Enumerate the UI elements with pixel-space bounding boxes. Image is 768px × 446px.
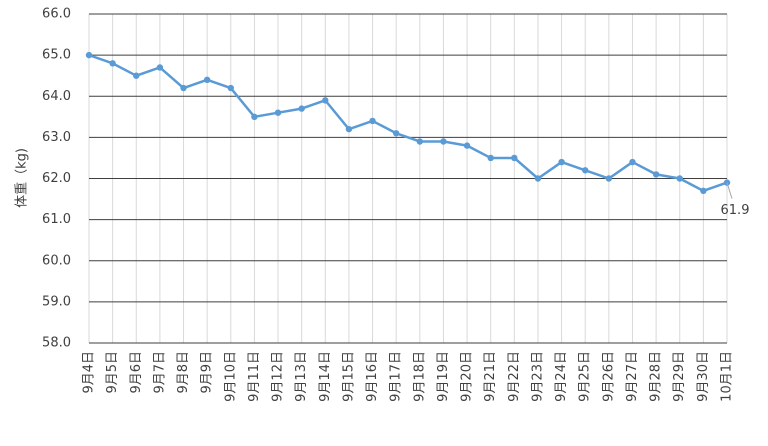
x-tick-label: 10月1日 [720, 351, 735, 402]
x-tick-label: 9月7日 [152, 351, 167, 394]
x-tick-label: 9月10日 [223, 351, 238, 402]
y-axis-label: 体重（kg) [14, 148, 30, 208]
data-point [345, 125, 353, 133]
y-tick-label: 62.0 [42, 171, 71, 186]
x-tick-label: 9月21日 [483, 351, 498, 402]
data-point [322, 97, 329, 104]
data-point [392, 130, 400, 137]
y-tick-label: 64.0 [42, 89, 71, 104]
data-point [227, 84, 234, 92]
data-point [133, 72, 140, 79]
x-tick-label: 9月16日 [365, 351, 380, 402]
x-tick-label: 9月14日 [318, 351, 333, 402]
x-tick-label: 9月17日 [389, 351, 404, 402]
data-point [558, 158, 565, 166]
x-tick-label: 9月27日 [625, 351, 640, 402]
x-tick-label: 9月15日 [341, 351, 356, 402]
data-point [156, 64, 164, 71]
x-tick-label: 9月13日 [294, 351, 309, 402]
y-tick-label: 66.0 [42, 7, 71, 22]
x-tick-label: 9月24日 [554, 351, 569, 402]
x-tick-label: 9月11日 [247, 351, 262, 402]
data-point [180, 84, 187, 92]
data-point [85, 51, 93, 59]
x-tick-label: 9月23日 [530, 351, 545, 402]
x-tick-label: 9月19日 [436, 351, 451, 402]
x-tick-label: 9月22日 [507, 351, 522, 402]
data-point [534, 175, 542, 182]
y-tick-label: 58.0 [42, 336, 71, 351]
x-tick-label: 9月29日 [672, 351, 687, 402]
data-point [298, 105, 305, 112]
data-point [582, 167, 589, 174]
x-tick-label: 9月25日 [578, 351, 593, 402]
x-tick-label: 9月9日 [200, 351, 215, 394]
data-point [676, 175, 683, 182]
data-point [440, 138, 447, 145]
data-point [463, 142, 471, 149]
data-point [369, 117, 376, 125]
data-line [88, 53, 728, 193]
data-label: 61.9 [721, 203, 750, 218]
x-tick-label: 9月20日 [460, 351, 475, 402]
x-tick-label: 9月12日 [271, 351, 286, 402]
data-point [416, 138, 424, 145]
x-tick-label: 9月8日 [176, 351, 191, 394]
data-point [274, 109, 282, 116]
y-tick-label: 59.0 [42, 294, 71, 309]
data-point [487, 154, 494, 162]
leader-line [726, 182, 733, 199]
data-point [511, 154, 518, 162]
data-point [700, 187, 707, 195]
y-tick-label: 63.0 [42, 130, 71, 145]
x-tick-label: 9月5日 [105, 351, 120, 394]
data-point [109, 60, 116, 67]
data-point [251, 113, 258, 121]
x-tick-label: 9月18日 [412, 351, 427, 402]
data-point [629, 158, 636, 166]
data-point [203, 76, 211, 84]
y-tick-label: 60.0 [42, 253, 71, 268]
y-tick-label: 65.0 [42, 48, 71, 63]
data-point [652, 171, 660, 178]
data-point [605, 175, 613, 182]
x-tick-label: 9月30日 [696, 351, 711, 402]
x-tick-label: 9月28日 [649, 351, 664, 402]
x-tick-label: 9月26日 [601, 351, 616, 402]
x-tick-label: 9月4日 [82, 351, 97, 394]
x-tick-label: 9月6日 [129, 351, 144, 394]
y-tick-label: 61.0 [42, 212, 71, 227]
